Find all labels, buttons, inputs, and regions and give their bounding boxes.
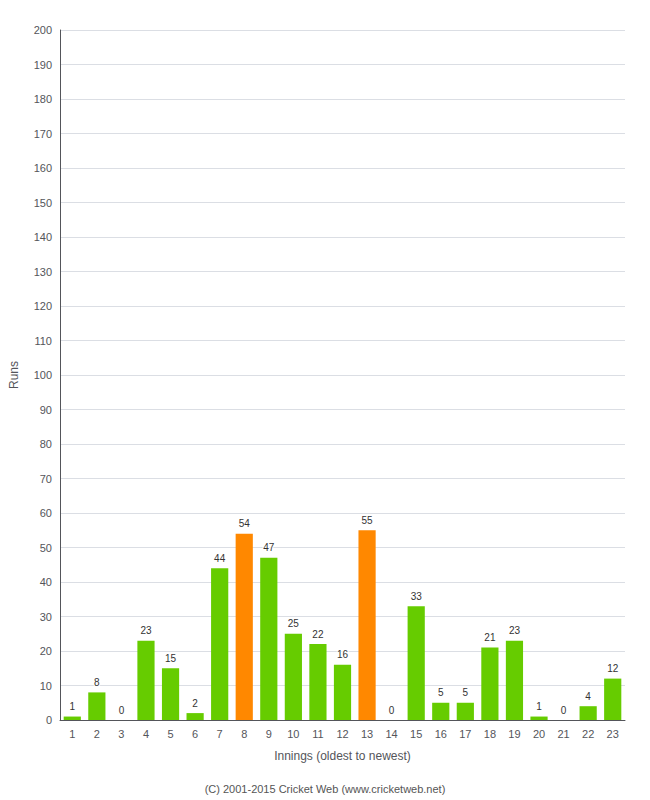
svg-text:22: 22	[582, 728, 594, 740]
svg-text:80: 80	[40, 438, 52, 450]
svg-text:(C) 2001-2015 Cricket Web (www: (C) 2001-2015 Cricket Web (www.cricketwe…	[205, 783, 446, 795]
svg-text:6: 6	[192, 728, 198, 740]
svg-text:2: 2	[94, 728, 100, 740]
svg-text:30: 30	[40, 611, 52, 623]
svg-text:12: 12	[607, 663, 619, 674]
svg-text:2: 2	[192, 698, 198, 709]
svg-text:25: 25	[288, 618, 300, 629]
svg-text:0: 0	[389, 705, 395, 716]
svg-text:7: 7	[217, 728, 223, 740]
svg-text:180: 180	[34, 93, 52, 105]
svg-text:10: 10	[287, 728, 299, 740]
svg-text:19: 19	[508, 728, 520, 740]
svg-text:110: 110	[34, 335, 52, 347]
svg-text:1: 1	[69, 728, 75, 740]
svg-text:20: 20	[40, 645, 52, 657]
svg-text:23: 23	[140, 625, 152, 636]
svg-text:70: 70	[40, 473, 52, 485]
svg-text:190: 190	[34, 59, 52, 71]
svg-text:10: 10	[40, 680, 52, 692]
svg-text:0: 0	[46, 714, 52, 726]
svg-text:40: 40	[40, 576, 52, 588]
svg-text:9: 9	[266, 728, 272, 740]
svg-text:11: 11	[312, 728, 323, 740]
svg-text:60: 60	[40, 507, 52, 519]
svg-text:150: 150	[34, 197, 52, 209]
svg-text:15: 15	[165, 653, 177, 664]
svg-text:23: 23	[509, 625, 521, 636]
svg-text:90: 90	[40, 404, 52, 416]
svg-text:200: 200	[34, 24, 52, 36]
svg-text:18: 18	[484, 728, 496, 740]
svg-text:55: 55	[362, 515, 374, 526]
svg-text:0: 0	[119, 705, 125, 716]
svg-text:16: 16	[435, 728, 447, 740]
svg-text:33: 33	[411, 591, 423, 602]
svg-text:23: 23	[607, 728, 619, 740]
svg-text:21: 21	[484, 632, 496, 643]
svg-text:21: 21	[557, 728, 569, 740]
svg-text:4: 4	[585, 691, 591, 702]
svg-text:16: 16	[337, 649, 349, 660]
svg-text:44: 44	[214, 553, 226, 564]
svg-text:13: 13	[361, 728, 373, 740]
svg-text:8: 8	[94, 677, 100, 688]
svg-text:3: 3	[118, 728, 124, 740]
svg-text:120: 120	[34, 300, 52, 312]
svg-text:17: 17	[459, 728, 471, 740]
svg-text:140: 140	[34, 231, 52, 243]
svg-text:Runs: Runs	[7, 361, 21, 389]
svg-text:100: 100	[34, 369, 52, 381]
svg-text:14: 14	[386, 728, 398, 740]
svg-text:160: 160	[34, 162, 52, 174]
svg-text:54: 54	[239, 518, 251, 529]
svg-text:22: 22	[312, 629, 324, 640]
svg-text:4: 4	[143, 728, 149, 740]
svg-text:50: 50	[40, 542, 52, 554]
svg-text:8: 8	[241, 728, 247, 740]
svg-text:Innings (oldest to newest): Innings (oldest to newest)	[274, 749, 411, 763]
svg-text:15: 15	[410, 728, 422, 740]
svg-text:12: 12	[336, 728, 348, 740]
svg-text:130: 130	[34, 266, 52, 278]
svg-text:5: 5	[438, 687, 444, 698]
svg-text:20: 20	[533, 728, 545, 740]
svg-text:47: 47	[263, 542, 275, 553]
svg-text:0: 0	[561, 705, 567, 716]
svg-text:5: 5	[463, 687, 469, 698]
svg-text:1: 1	[536, 701, 542, 712]
svg-text:170: 170	[34, 128, 52, 140]
svg-text:5: 5	[167, 728, 173, 740]
svg-text:1: 1	[70, 701, 76, 712]
